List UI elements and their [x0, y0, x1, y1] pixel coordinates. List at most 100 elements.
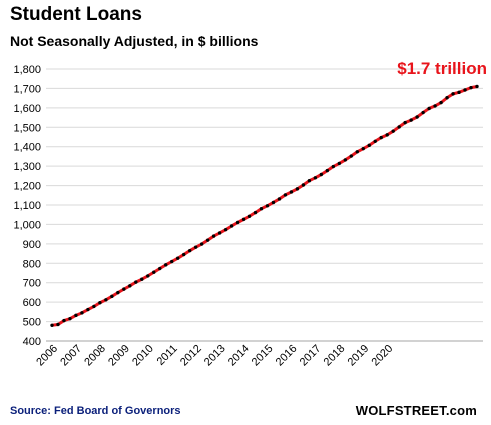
data-point — [140, 277, 144, 281]
data-point — [379, 135, 383, 140]
data-point — [277, 197, 282, 201]
y-tick-label: 1,200 — [13, 181, 41, 193]
data-point — [92, 304, 96, 309]
data-point — [187, 248, 192, 253]
data-point — [253, 210, 258, 215]
value-annotation: $1.7 trillion — [397, 59, 487, 78]
data-point — [331, 164, 336, 169]
data-point — [337, 161, 342, 166]
data-point — [397, 125, 401, 129]
data-point — [469, 85, 473, 90]
data-point — [343, 158, 348, 162]
y-tick-label: 500 — [23, 317, 41, 329]
data-point — [403, 120, 407, 125]
y-tick-label: 1,300 — [13, 161, 41, 173]
x-tick-label: 2008 — [82, 343, 108, 369]
data-point — [211, 234, 216, 238]
data-point — [62, 318, 66, 323]
y-tick-label: 1,100 — [13, 200, 41, 212]
data-point — [301, 183, 306, 187]
y-tick-label: 600 — [23, 297, 41, 309]
x-tick-label: 2007 — [58, 343, 84, 369]
data-point — [193, 245, 198, 249]
data-point — [158, 266, 162, 271]
source-note: Source: Fed Board of Governors — [10, 405, 181, 417]
data-point — [104, 298, 108, 302]
x-tick-label: 2017 — [298, 343, 324, 369]
y-tick-label: 1,600 — [13, 103, 41, 115]
data-point — [259, 206, 264, 211]
series-markers — [50, 84, 479, 327]
data-point — [385, 133, 389, 137]
y-tick-label: 400 — [23, 336, 41, 348]
x-tick-label: 2015 — [250, 343, 276, 369]
data-point — [128, 284, 132, 288]
data-point — [217, 231, 222, 235]
x-tick-label: 2018 — [322, 343, 348, 369]
data-point — [409, 118, 413, 122]
x-tick-label: 2016 — [274, 343, 300, 369]
data-point — [367, 143, 371, 148]
data-point — [355, 150, 359, 154]
series-line — [51, 85, 478, 327]
y-tick-label: 900 — [23, 239, 41, 251]
data-point — [445, 96, 449, 100]
data-point — [80, 311, 84, 315]
data-point — [457, 90, 461, 95]
data-point — [98, 301, 102, 305]
y-tick-label: 1,400 — [13, 142, 41, 154]
data-point — [439, 100, 443, 105]
data-point — [415, 115, 419, 119]
data-point — [271, 200, 276, 205]
data-point — [427, 106, 431, 111]
x-tick-label: 2010 — [130, 343, 156, 369]
x-tick-label: 2014 — [226, 343, 252, 369]
data-point — [205, 238, 210, 242]
data-point — [463, 88, 467, 92]
data-point — [116, 290, 120, 295]
y-tick-label: 1,500 — [13, 122, 41, 134]
y-tick-label: 1,700 — [13, 83, 41, 95]
data-point — [134, 280, 138, 284]
y-tick-label: 1,800 — [13, 64, 41, 76]
y-tick-label: 1,000 — [13, 219, 41, 231]
data-point — [391, 129, 395, 133]
data-point — [247, 214, 252, 218]
data-point — [235, 220, 240, 225]
brand-label: WOLFSTREET.com — [355, 403, 477, 418]
x-tick-label: 2020 — [370, 343, 396, 369]
data-point — [50, 323, 54, 327]
data-point — [289, 190, 294, 194]
data-point — [229, 224, 234, 228]
data-point — [170, 259, 174, 264]
data-point — [223, 227, 228, 232]
data-point — [325, 168, 330, 173]
data-point — [176, 256, 180, 260]
data-point — [421, 110, 425, 115]
data-point — [74, 313, 78, 318]
x-tick-label: 2019 — [346, 343, 372, 369]
data-point — [152, 270, 156, 274]
data-point — [361, 146, 365, 151]
y-gridlines — [46, 68, 483, 342]
data-point — [181, 252, 186, 257]
data-point — [265, 204, 270, 208]
data-point — [241, 217, 246, 222]
data-point — [451, 92, 455, 96]
data-point — [146, 274, 150, 278]
x-tick-label: 2013 — [202, 343, 228, 369]
data-point — [373, 139, 377, 143]
data-point — [433, 104, 437, 108]
chart-title: Student Loans — [10, 4, 142, 25]
x-tick-label: 2011 — [155, 343, 180, 368]
data-point — [164, 263, 168, 267]
x-tick-label: 2012 — [178, 343, 204, 369]
data-point — [475, 84, 479, 89]
x-tick-label: 2009 — [106, 343, 132, 369]
data-point — [122, 287, 126, 291]
data-point — [349, 154, 353, 158]
data-point — [110, 294, 114, 299]
chart-subtitle: Not Seasonally Adjusted, in $ billions — [10, 33, 259, 49]
x-axis: 2006200720082009201020112012201320142015… — [34, 343, 395, 369]
